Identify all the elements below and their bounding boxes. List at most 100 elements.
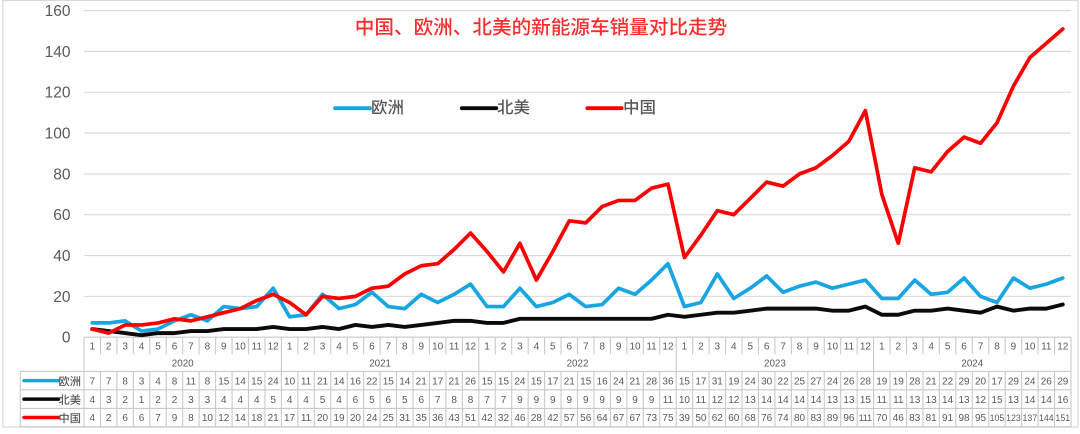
svg-text:13: 13 — [843, 395, 855, 406]
svg-text:2: 2 — [501, 342, 507, 353]
svg-text:9: 9 — [566, 395, 572, 406]
svg-text:7: 7 — [89, 376, 95, 387]
svg-text:144: 144 — [1039, 413, 1054, 423]
svg-text:67: 67 — [630, 413, 642, 424]
svg-text:10: 10 — [827, 342, 839, 353]
svg-text:6: 6 — [418, 395, 424, 406]
svg-text:50: 50 — [695, 413, 707, 424]
svg-text:1: 1 — [139, 395, 145, 406]
svg-text:7: 7 — [188, 342, 194, 353]
svg-text:10: 10 — [235, 342, 247, 353]
svg-text:6: 6 — [353, 395, 359, 406]
svg-text:75: 75 — [662, 413, 674, 424]
svg-text:22: 22 — [942, 376, 954, 387]
svg-text:15: 15 — [251, 376, 263, 387]
svg-text:13: 13 — [1008, 395, 1020, 406]
svg-text:17: 17 — [991, 376, 1003, 387]
svg-text:74: 74 — [778, 413, 790, 424]
svg-text:9: 9 — [418, 342, 424, 353]
svg-text:10: 10 — [679, 395, 691, 406]
svg-text:5: 5 — [270, 395, 276, 406]
svg-text:68: 68 — [745, 413, 757, 424]
svg-text:12: 12 — [860, 342, 872, 353]
svg-text:6: 6 — [369, 342, 375, 353]
svg-text:28: 28 — [860, 376, 872, 387]
svg-text:12: 12 — [465, 342, 477, 353]
svg-text:42: 42 — [481, 413, 493, 424]
svg-text:24: 24 — [514, 376, 526, 387]
svg-text:15: 15 — [481, 376, 493, 387]
svg-text:3: 3 — [122, 342, 128, 353]
svg-text:9: 9 — [649, 395, 655, 406]
svg-text:12: 12 — [712, 395, 724, 406]
svg-text:14: 14 — [942, 395, 954, 406]
svg-text:24: 24 — [827, 376, 839, 387]
svg-text:9: 9 — [534, 395, 540, 406]
svg-text:9: 9 — [616, 395, 622, 406]
svg-text:16: 16 — [597, 376, 609, 387]
svg-text:9: 9 — [1011, 342, 1017, 353]
svg-text:42: 42 — [547, 413, 559, 424]
svg-text:4: 4 — [303, 395, 309, 406]
svg-text:9: 9 — [599, 395, 605, 406]
svg-text:24: 24 — [366, 413, 378, 424]
svg-text:9: 9 — [813, 342, 819, 353]
svg-text:2021: 2021 — [369, 359, 391, 370]
svg-text:2: 2 — [106, 413, 112, 424]
svg-text:10: 10 — [202, 413, 214, 424]
svg-text:0: 0 — [62, 330, 71, 347]
svg-text:11: 11 — [301, 376, 312, 387]
svg-text:15: 15 — [679, 376, 691, 387]
svg-text:5: 5 — [402, 395, 408, 406]
svg-text:6: 6 — [961, 342, 967, 353]
svg-text:8: 8 — [205, 342, 211, 353]
svg-text:4: 4 — [221, 395, 227, 406]
svg-text:10: 10 — [630, 342, 642, 353]
svg-text:140: 140 — [45, 44, 71, 61]
svg-text:2: 2 — [106, 342, 112, 353]
svg-text:11: 11 — [646, 342, 657, 353]
svg-text:12: 12 — [728, 395, 740, 406]
svg-text:4: 4 — [336, 342, 342, 353]
svg-text:11: 11 — [663, 395, 674, 406]
svg-text:28: 28 — [531, 413, 543, 424]
svg-text:9: 9 — [583, 395, 589, 406]
svg-text:15: 15 — [531, 376, 543, 387]
svg-text:4: 4 — [155, 376, 161, 387]
svg-text:27: 27 — [810, 376, 822, 387]
svg-text:160: 160 — [45, 3, 71, 20]
svg-text:4: 4 — [731, 342, 737, 353]
svg-text:5: 5 — [155, 342, 161, 353]
svg-text:8: 8 — [402, 342, 408, 353]
svg-text:19: 19 — [333, 413, 345, 424]
svg-text:73: 73 — [646, 413, 658, 424]
svg-text:2024: 2024 — [961, 359, 983, 370]
svg-text:57: 57 — [564, 413, 576, 424]
svg-text:21: 21 — [268, 413, 280, 424]
svg-text:39: 39 — [679, 413, 691, 424]
svg-text:100: 100 — [45, 125, 71, 142]
svg-text:6: 6 — [386, 395, 392, 406]
svg-text:14: 14 — [778, 395, 790, 406]
svg-text:8: 8 — [172, 376, 178, 387]
svg-text:70: 70 — [876, 413, 888, 424]
svg-text:2: 2 — [303, 342, 309, 353]
svg-text:8: 8 — [188, 413, 194, 424]
svg-text:4: 4 — [534, 342, 540, 353]
svg-text:8: 8 — [797, 342, 803, 353]
svg-text:12: 12 — [662, 342, 674, 353]
svg-text:4: 4 — [237, 395, 243, 406]
svg-text:12: 12 — [218, 413, 230, 424]
svg-text:80: 80 — [794, 413, 806, 424]
svg-text:2: 2 — [122, 395, 128, 406]
svg-text:9: 9 — [172, 413, 178, 424]
svg-text:20: 20 — [975, 376, 987, 387]
svg-text:21: 21 — [416, 376, 428, 387]
svg-text:7: 7 — [780, 342, 786, 353]
svg-text:7: 7 — [435, 395, 441, 406]
svg-text:14: 14 — [794, 395, 806, 406]
svg-text:30: 30 — [761, 376, 773, 387]
svg-text:24: 24 — [1024, 376, 1036, 387]
svg-text:19: 19 — [728, 376, 740, 387]
svg-text:1: 1 — [89, 342, 95, 353]
